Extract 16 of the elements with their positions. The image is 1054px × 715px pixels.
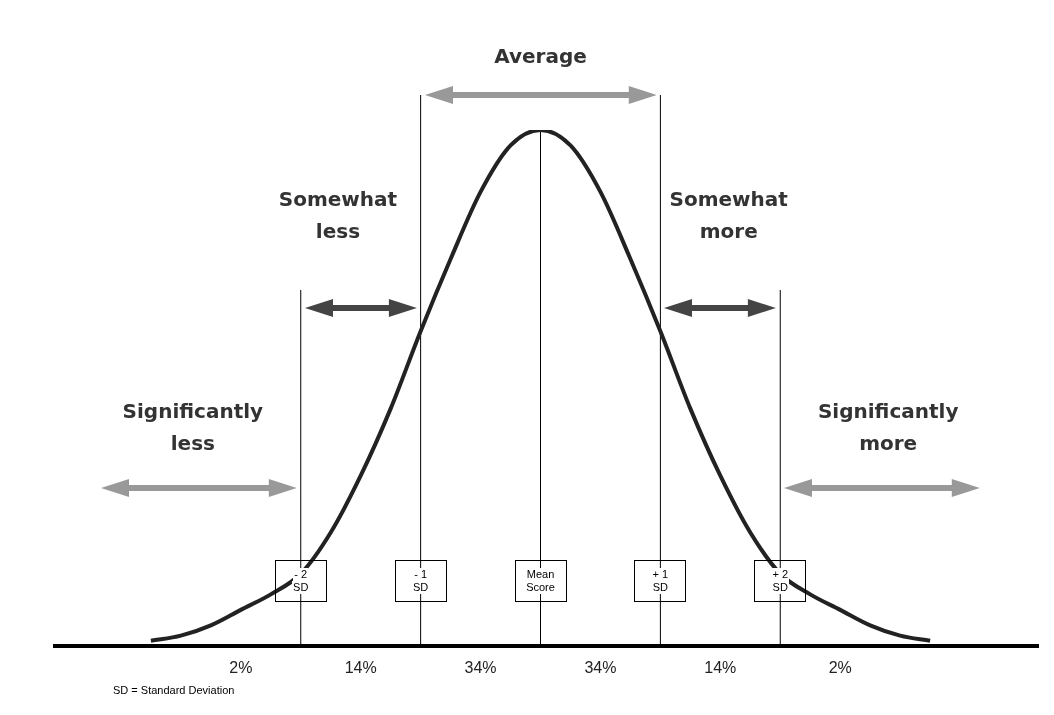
text: 34% <box>464 659 497 677</box>
text: 14% <box>344 659 377 677</box>
text: 14% <box>704 659 737 677</box>
text: 34% <box>584 659 617 677</box>
x-tick-label: + 1 SD <box>651 568 670 594</box>
text: 2% <box>828 659 852 677</box>
text: SD = Standard Deviation <box>113 684 235 697</box>
annotation: Somewhat more <box>669 187 789 244</box>
annotation: Significantly more <box>817 399 959 456</box>
text: Average <box>494 44 587 69</box>
x-tick-label: - 1 SD <box>412 568 430 594</box>
text: 2% <box>229 659 253 677</box>
annotation: Somewhat less <box>278 187 398 244</box>
x-tick-label: Mean Score <box>525 568 556 594</box>
x-tick-label: - 2 SD <box>292 568 310 594</box>
annotation: Significantly less <box>122 399 264 456</box>
